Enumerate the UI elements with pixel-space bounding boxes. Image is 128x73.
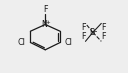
Text: F: F bbox=[81, 32, 86, 41]
Text: F: F bbox=[101, 23, 106, 32]
Text: Cl: Cl bbox=[65, 38, 73, 47]
Text: F: F bbox=[43, 5, 47, 14]
Text: N: N bbox=[41, 20, 47, 29]
Text: F: F bbox=[101, 32, 106, 41]
Text: B: B bbox=[90, 28, 95, 37]
Text: Cl: Cl bbox=[18, 38, 26, 47]
Text: +: + bbox=[45, 20, 50, 25]
Text: −: − bbox=[93, 28, 97, 33]
Text: F: F bbox=[81, 23, 86, 32]
